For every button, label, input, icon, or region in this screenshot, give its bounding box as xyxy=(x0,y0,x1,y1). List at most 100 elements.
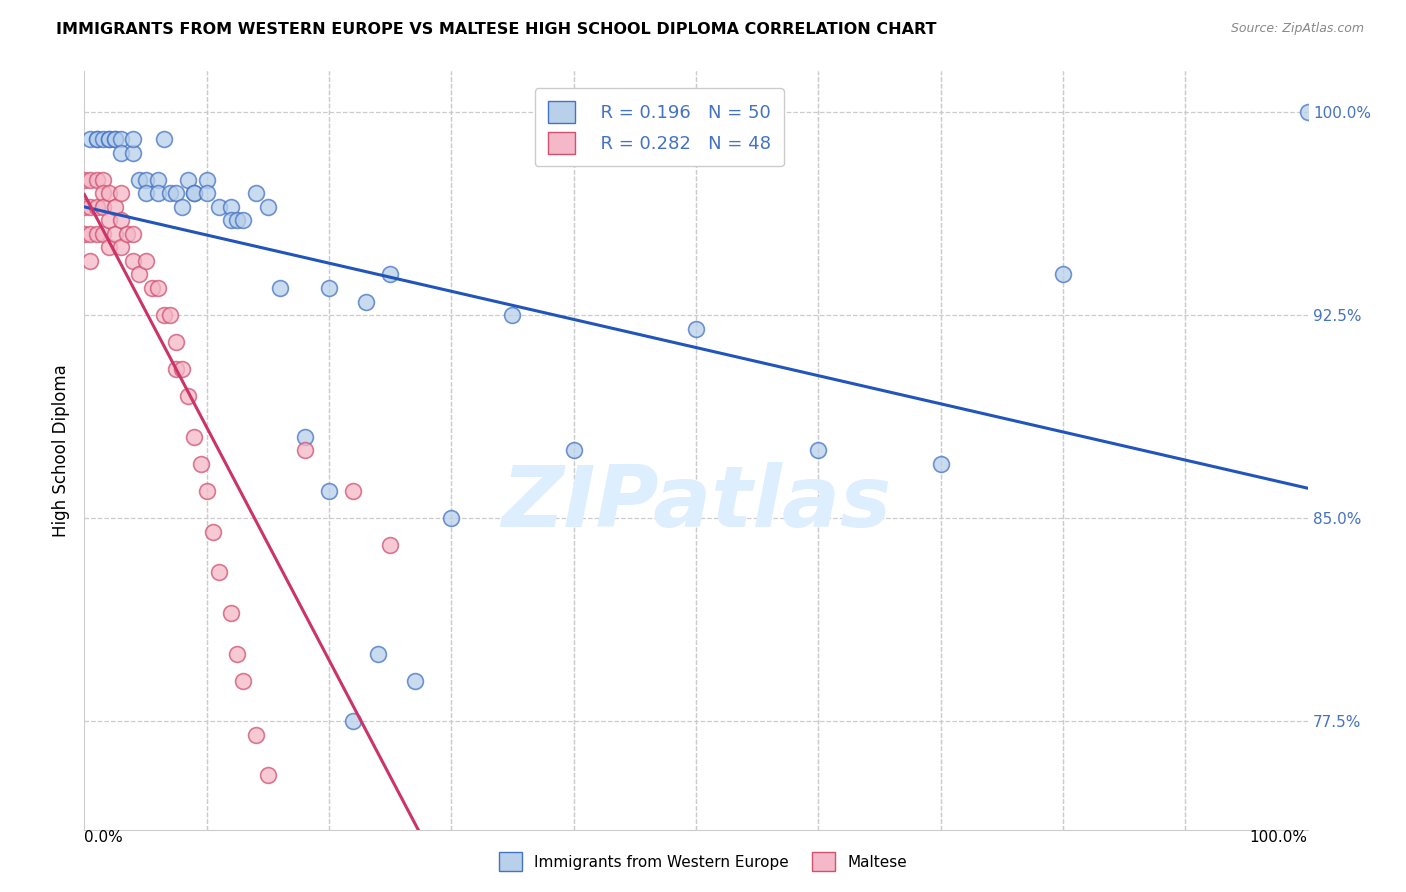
Point xyxy=(104,132,127,146)
Point xyxy=(146,172,169,186)
Point xyxy=(86,172,108,186)
Point xyxy=(79,253,101,268)
Point xyxy=(269,281,291,295)
Point xyxy=(110,240,132,254)
Point xyxy=(122,132,145,146)
Point xyxy=(201,524,224,539)
Point xyxy=(91,132,114,146)
Point xyxy=(294,430,316,444)
Point xyxy=(245,186,267,201)
Point xyxy=(79,200,101,214)
Point xyxy=(73,227,96,241)
Point xyxy=(159,186,181,201)
Point xyxy=(97,240,120,254)
Text: 100.0%: 100.0% xyxy=(1250,830,1308,845)
Point xyxy=(208,566,231,580)
Point xyxy=(177,172,200,186)
Point xyxy=(128,172,150,186)
Point xyxy=(318,281,340,295)
Point xyxy=(183,186,205,201)
Point xyxy=(79,227,101,241)
Point xyxy=(354,294,377,309)
Point xyxy=(165,335,187,350)
Point xyxy=(153,308,176,322)
Point xyxy=(141,281,163,295)
Point xyxy=(73,200,96,214)
Text: Source: ZipAtlas.com: Source: ZipAtlas.com xyxy=(1230,22,1364,36)
Point xyxy=(97,186,120,201)
Point xyxy=(165,362,187,376)
Point xyxy=(86,200,108,214)
Point xyxy=(380,538,402,552)
Point xyxy=(110,186,132,201)
Point xyxy=(79,132,101,146)
Point xyxy=(219,213,242,227)
Point xyxy=(177,389,200,403)
Point xyxy=(929,457,952,471)
Text: 0.0%: 0.0% xyxy=(84,830,124,845)
Point xyxy=(195,484,218,499)
Point xyxy=(79,172,101,186)
Point xyxy=(97,132,120,146)
Point xyxy=(294,443,316,458)
Point xyxy=(367,647,389,661)
Point xyxy=(122,253,145,268)
Point xyxy=(97,132,120,146)
Point xyxy=(190,457,212,471)
Point xyxy=(86,132,108,146)
Point xyxy=(226,213,249,227)
Point xyxy=(122,227,145,241)
Point xyxy=(91,186,114,201)
Text: IMMIGRANTS FROM WESTERN EUROPE VS MALTESE HIGH SCHOOL DIPLOMA CORRELATION CHART: IMMIGRANTS FROM WESTERN EUROPE VS MALTES… xyxy=(56,22,936,37)
Point xyxy=(97,213,120,227)
Point xyxy=(110,132,132,146)
Point xyxy=(219,606,242,620)
Point xyxy=(73,172,96,186)
Point xyxy=(110,145,132,160)
Point xyxy=(257,200,280,214)
Point xyxy=(153,132,176,146)
Point xyxy=(135,253,157,268)
Point xyxy=(1052,268,1074,282)
Point xyxy=(562,443,585,458)
Point xyxy=(104,200,127,214)
Point xyxy=(91,172,114,186)
Point xyxy=(208,200,231,214)
Point xyxy=(172,362,194,376)
Text: ZIPatlas: ZIPatlas xyxy=(501,462,891,545)
Point xyxy=(245,728,267,742)
Point xyxy=(1296,105,1319,120)
Point xyxy=(159,308,181,322)
Point xyxy=(257,768,280,782)
Point xyxy=(342,484,364,499)
Point xyxy=(195,172,218,186)
Point xyxy=(685,321,707,335)
Point xyxy=(165,186,187,201)
Point xyxy=(86,227,108,241)
Point xyxy=(807,443,830,458)
Point xyxy=(91,227,114,241)
Point xyxy=(128,268,150,282)
Point xyxy=(183,430,205,444)
Point xyxy=(342,714,364,729)
Point xyxy=(404,673,426,688)
Point xyxy=(232,673,254,688)
Point xyxy=(172,200,194,214)
Point xyxy=(135,186,157,201)
Point xyxy=(440,511,463,525)
Point xyxy=(86,132,108,146)
Point xyxy=(104,132,127,146)
Point xyxy=(183,186,205,201)
Point xyxy=(122,145,145,160)
Legend: Immigrants from Western Europe, Maltese: Immigrants from Western Europe, Maltese xyxy=(494,847,912,877)
Point xyxy=(146,186,169,201)
Point xyxy=(104,227,127,241)
Y-axis label: High School Diploma: High School Diploma xyxy=(52,364,70,537)
Point xyxy=(380,268,402,282)
Point xyxy=(219,200,242,214)
Legend:   R = 0.196   N = 50,   R = 0.282   N = 48: R = 0.196 N = 50, R = 0.282 N = 48 xyxy=(534,88,783,166)
Point xyxy=(135,172,157,186)
Point xyxy=(195,186,218,201)
Point xyxy=(232,213,254,227)
Point xyxy=(91,200,114,214)
